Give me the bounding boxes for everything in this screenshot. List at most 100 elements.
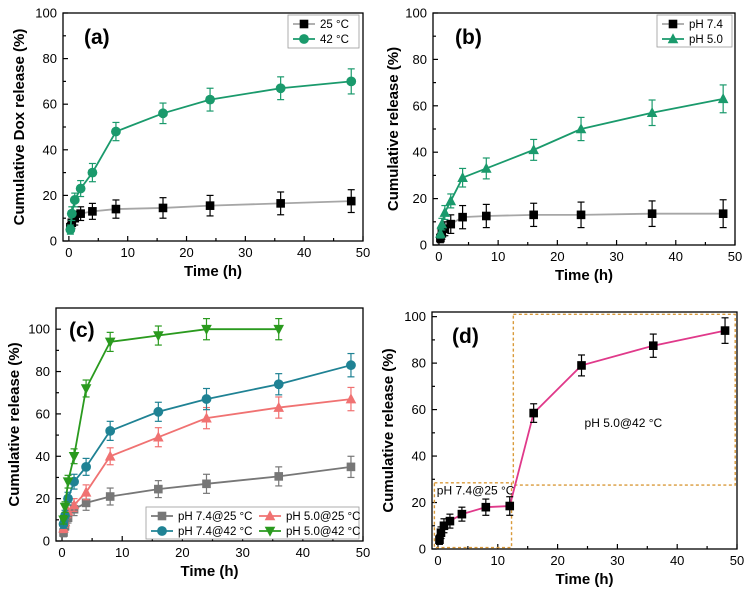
x-tick-label: 40 [297,245,311,260]
x-tick-label: 10 [491,553,505,568]
y-tick-label: 40 [413,145,427,160]
legend-marker [157,526,167,536]
data-point [647,209,657,218]
data-point [80,384,92,395]
data-point [346,76,357,87]
y-tick-label: 40 [36,449,50,464]
panel-a: 0 10 20 30 40 50 0 20 40 60 80 100 Time (h) Cumulativ… [11,6,370,281]
x-tick-label: 50 [730,553,744,568]
y-axis-label: Cumulative release (%) [380,348,397,512]
data-point [201,412,212,423]
data-point [59,502,71,513]
data-point [528,144,539,155]
x-tick-label: 40 [670,553,684,568]
y-tick-label: 20 [36,491,50,506]
x-axis-label: Time (h) [555,267,613,284]
data-point [153,406,164,417]
x-tick-label: 40 [669,249,683,264]
data-point [575,123,587,134]
data-point [76,209,85,218]
data-point [720,326,730,335]
data-point [273,379,284,390]
y-tick-label: 40 [412,449,426,464]
x-tick-label: 20 [175,545,189,560]
y-tick-label: 0 [419,542,426,557]
legend-marker [264,526,276,537]
data-point [576,210,586,220]
panel-label: (c) [69,319,95,342]
x-tick-label: 30 [609,249,623,264]
data-point [274,472,284,481]
x-tick-label: 10 [491,249,505,264]
data-point [457,509,467,519]
data-point [481,211,491,221]
y-tick-label: 60 [412,402,426,417]
legend-label: pH 5.0@42 °C [286,526,360,538]
data-point [458,212,467,222]
x-tick-label: 50 [356,245,370,260]
plot-frame [431,311,738,550]
y-tick-label: 40 [43,142,57,157]
x-tick-label: 50 [728,249,742,264]
data-point [111,204,121,214]
y-tick-label: 20 [412,495,426,510]
data-point [105,425,116,436]
x-tick-label: 40 [296,545,310,560]
x-tick-label: 30 [235,545,249,560]
data-point [153,431,164,442]
x-tick-label: 30 [610,553,624,568]
y-tick-label: 100 [404,309,426,324]
legend-label: pH 5.0@25 °C [286,511,360,523]
data-point [62,477,74,488]
data-point [80,486,92,497]
legend-label: pH 7.4@42 °C [178,526,252,538]
panel-d: 0 10 20 30 40 50 0 20 40 60 80 100 Time (h) Cumulativ… [380,309,744,588]
y-tick-label: 80 [412,356,426,371]
panel-c: 0 10 20 30 40 50 0 20 40 60 80 100 Time (h) Cumulativ… [6,307,370,580]
data-point [445,516,455,526]
x-axis-label: Time (h) [184,263,242,280]
legend-label: pH 5.0 [689,34,723,46]
data-point [201,394,212,404]
data-point [68,499,80,510]
x-tick-label: 20 [550,553,564,568]
data-point [154,484,163,494]
plot-frame [55,307,364,542]
x-tick-label: 20 [550,249,564,264]
data-point [529,210,538,220]
panel-label: (b) [455,26,482,49]
data-point [104,337,116,348]
data-point [529,408,538,418]
data-point [435,227,446,238]
series-0 [435,317,730,545]
y-tick-label: 80 [36,364,50,379]
data-point [273,324,285,335]
y-tick-label: 0 [43,534,50,549]
data-point [480,162,492,173]
legend-label: pH 7.4 [689,19,723,31]
y-tick-label: 80 [43,51,57,66]
x-tick-label: 10 [120,245,134,260]
data-point [205,201,215,210]
data-point [481,502,491,512]
data-point [436,218,448,229]
legend-marker [264,510,276,521]
y-tick-label: 80 [413,52,427,67]
series-3 [58,317,285,526]
region-box-ph74 [433,482,513,549]
y-tick-label: 60 [43,97,57,112]
data-point [646,106,658,118]
annotation-ph50: pH 5.0@42 °C [585,416,663,430]
y-tick-label: 60 [413,98,427,113]
data-point [201,324,212,335]
legend-label: 42 °C [320,34,349,46]
data-point [346,196,356,206]
x-tick-label: 50 [356,545,370,560]
data-point [66,208,77,219]
data-point [446,219,456,229]
x-axis-label: Time (h) [555,571,613,588]
data-point [105,492,115,501]
data-point [87,167,98,178]
data-point [81,498,91,508]
x-axis-label: Time (h) [180,563,238,580]
